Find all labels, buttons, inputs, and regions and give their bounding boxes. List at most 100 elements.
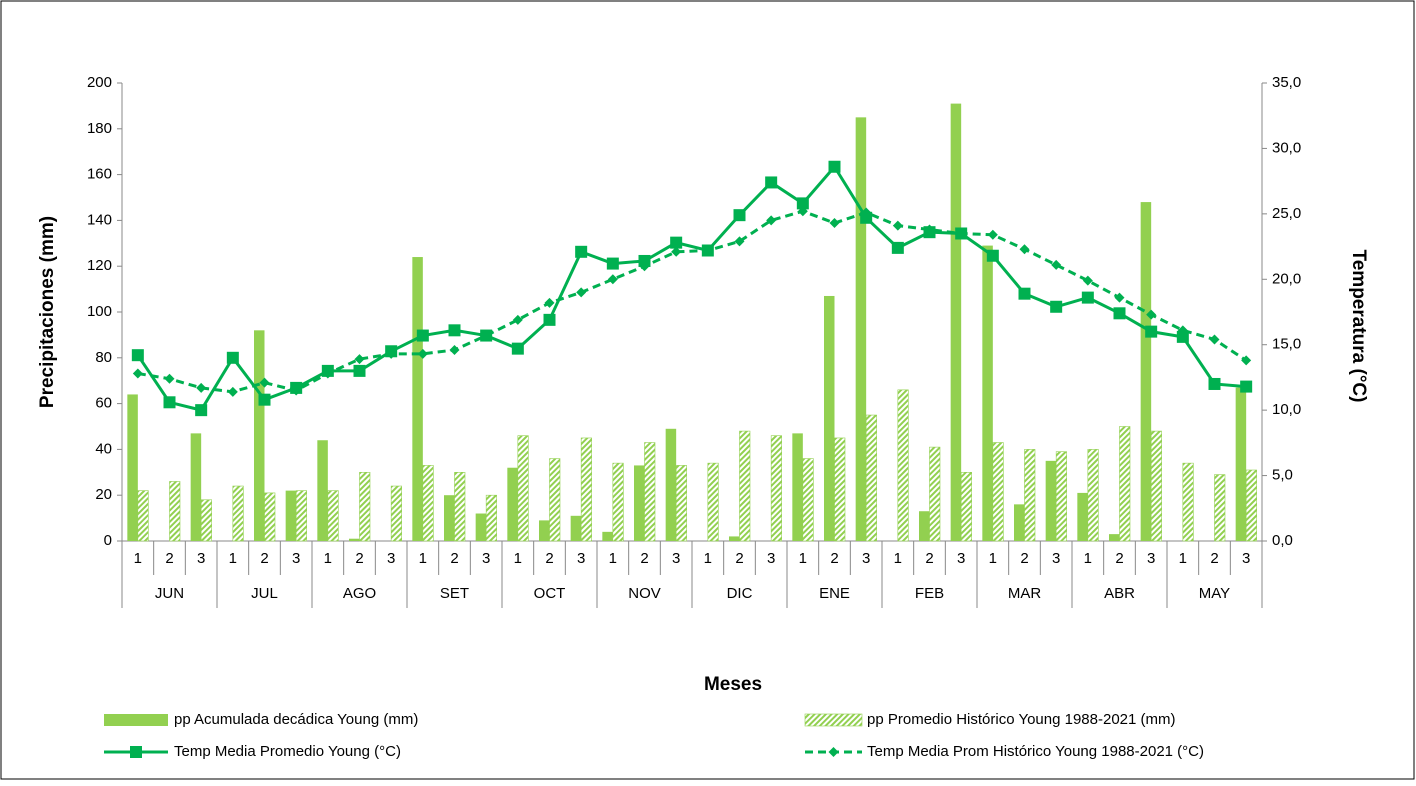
hatched-bar bbox=[834, 437, 846, 542]
bar bbox=[539, 520, 550, 541]
group-label: ABR bbox=[1104, 585, 1135, 602]
legend-label: Temp Media Prom Histórico Young 1988-202… bbox=[867, 743, 1204, 760]
marker bbox=[1019, 244, 1030, 255]
marker bbox=[544, 297, 555, 308]
hatched-bar bbox=[1182, 462, 1194, 542]
hatched-bar bbox=[612, 462, 624, 542]
hatched-bar bbox=[169, 481, 181, 542]
marker bbox=[258, 393, 271, 406]
marker bbox=[956, 228, 967, 239]
bar bbox=[982, 245, 993, 541]
bar bbox=[254, 330, 265, 541]
marker bbox=[449, 344, 460, 355]
y-tick-label: 100 bbox=[87, 303, 112, 320]
hatched-bar bbox=[1150, 430, 1162, 542]
bar bbox=[634, 465, 645, 541]
hatched-bar bbox=[865, 414, 877, 542]
y-tick-label: 0 bbox=[104, 532, 112, 549]
marker bbox=[796, 197, 809, 210]
marker bbox=[259, 377, 270, 388]
marker bbox=[639, 261, 650, 272]
bar bbox=[1109, 534, 1120, 541]
marker bbox=[702, 245, 713, 256]
hatched-bar bbox=[897, 389, 909, 542]
x-tick-label: 2 bbox=[830, 550, 838, 567]
group-label: OCT bbox=[534, 585, 566, 602]
y-axis-title: Precipitaciones (mm) bbox=[37, 216, 58, 408]
x-tick-label: 2 bbox=[260, 550, 268, 567]
hatched-bar bbox=[1024, 449, 1036, 542]
bar bbox=[1235, 387, 1247, 541]
x-tick-label: 3 bbox=[387, 550, 395, 567]
marker bbox=[986, 249, 999, 262]
x-tick-label: 3 bbox=[197, 550, 205, 567]
legend-swatch bbox=[804, 713, 863, 727]
hatched-bar bbox=[454, 471, 466, 542]
marker bbox=[196, 382, 207, 393]
bar bbox=[729, 536, 740, 541]
marker bbox=[797, 206, 808, 217]
bar bbox=[792, 433, 803, 541]
y-tick-label: 60 bbox=[95, 395, 112, 412]
bar bbox=[475, 513, 487, 541]
hatched-bar bbox=[992, 442, 1004, 542]
marker bbox=[575, 245, 588, 258]
marker bbox=[1051, 259, 1062, 270]
x-tick-label: 2 bbox=[450, 550, 458, 567]
hatched-bar bbox=[200, 499, 212, 542]
hatched-bar bbox=[232, 485, 244, 542]
marker bbox=[891, 241, 904, 254]
x-tick-label: 1 bbox=[134, 550, 142, 567]
y2-tick-label: 0,0 bbox=[1272, 532, 1293, 549]
marker bbox=[1146, 309, 1157, 320]
legend-label: pp Promedio Histórico Young 1988-2021 (m… bbox=[867, 711, 1176, 728]
hatched-bar bbox=[644, 442, 656, 542]
bar bbox=[570, 515, 582, 541]
marker bbox=[733, 209, 746, 222]
y2-tick-label: 30,0 bbox=[1272, 139, 1301, 156]
marker bbox=[1145, 325, 1158, 338]
y2-tick-label: 20,0 bbox=[1272, 270, 1301, 287]
marker bbox=[576, 287, 587, 298]
marker bbox=[671, 246, 682, 257]
bar bbox=[824, 295, 835, 541]
x-tick-label: 3 bbox=[292, 550, 300, 567]
x-tick-label: 1 bbox=[609, 550, 617, 567]
hatched-bar bbox=[327, 490, 339, 542]
group-label: AGO bbox=[343, 585, 376, 602]
x-tick-label: 1 bbox=[324, 550, 332, 567]
marker bbox=[1114, 292, 1125, 303]
group-label: FEB bbox=[915, 585, 944, 602]
x-tick-label: 2 bbox=[925, 550, 933, 567]
marker bbox=[1018, 287, 1031, 300]
marker bbox=[1209, 334, 1220, 345]
marker bbox=[130, 746, 142, 758]
x-tick-label: 3 bbox=[767, 550, 775, 567]
x-tick-label: 2 bbox=[1115, 550, 1123, 567]
x-tick-label: 2 bbox=[640, 550, 648, 567]
hatched-bar bbox=[675, 465, 687, 542]
hatched-bar bbox=[739, 430, 751, 542]
marker bbox=[606, 257, 619, 270]
marker bbox=[828, 747, 839, 757]
x-tick-label: 1 bbox=[229, 550, 237, 567]
hatched-bar bbox=[802, 458, 814, 542]
marker bbox=[670, 236, 683, 249]
marker bbox=[1082, 275, 1093, 286]
hatched-bar bbox=[517, 435, 529, 542]
marker bbox=[765, 176, 778, 189]
y-tick-label: 160 bbox=[87, 166, 112, 183]
hatched-bar bbox=[422, 465, 434, 542]
x-tick-label: 1 bbox=[799, 550, 807, 567]
hatched-bar bbox=[770, 435, 782, 542]
marker bbox=[386, 348, 397, 359]
marker bbox=[416, 329, 429, 342]
marker bbox=[987, 229, 998, 240]
marker bbox=[353, 364, 366, 377]
hatched-bar bbox=[485, 494, 497, 542]
marker bbox=[1176, 330, 1189, 343]
marker bbox=[828, 160, 841, 173]
bar bbox=[1140, 202, 1152, 541]
marker bbox=[1081, 291, 1094, 304]
